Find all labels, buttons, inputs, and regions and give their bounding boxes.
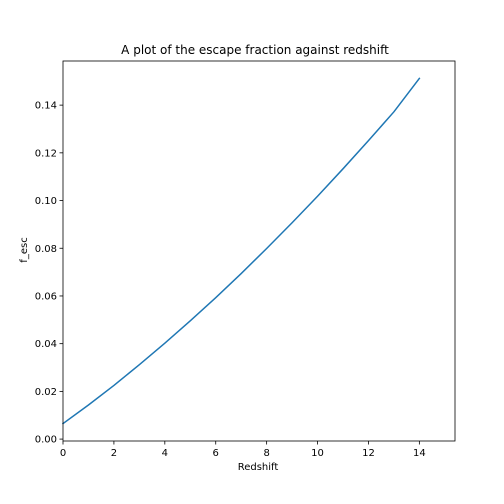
x-tick-label: 10 [311, 448, 324, 459]
x-tick-label: 4 [162, 448, 168, 459]
y-tick-label: 0.14 [35, 101, 57, 112]
y-axis-label: f_esc [19, 237, 30, 262]
y-tick-label: 0.04 [35, 339, 57, 350]
x-tick-label: 0 [60, 448, 66, 459]
y-tick-label: 0.10 [35, 196, 57, 207]
x-tick-label: 12 [362, 448, 375, 459]
y-tick-label: 0.08 [35, 244, 57, 255]
y-tick-label: 0.02 [35, 387, 57, 398]
x-axis-label: Redshift [238, 462, 279, 473]
axes-frame [62, 60, 456, 442]
x-tick-label: 8 [263, 448, 269, 459]
x-tick-label: 14 [413, 448, 426, 459]
x-tick-label: 6 [213, 448, 219, 459]
series-line-0 [61, 77, 421, 425]
x-tick-label: 2 [111, 448, 117, 459]
y-tick-label: 0.00 [35, 435, 57, 446]
plot-area: 0 2 4 6 8 10 12 14 0.00 0.02 0.04 0.06 0.08 0.10 0.12 0… [35, 60, 456, 459]
y-tick-label: 0.12 [35, 148, 57, 159]
chart-title: A plot of the escape fraction against re… [121, 43, 389, 57]
y-tick-label: 0.06 [35, 291, 57, 302]
